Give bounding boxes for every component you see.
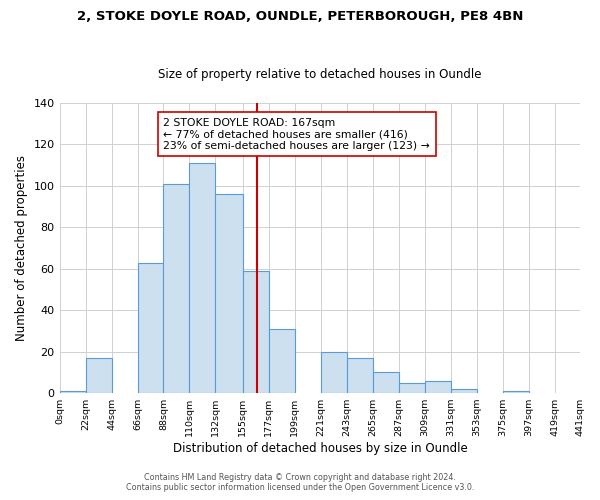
Bar [503, 391, 529, 393]
Title: Size of property relative to detached houses in Oundle: Size of property relative to detached ho… [158, 68, 482, 81]
Bar [163, 184, 190, 393]
Bar [269, 329, 295, 393]
X-axis label: Distribution of detached houses by size in Oundle: Distribution of detached houses by size … [173, 442, 467, 455]
Text: Contains HM Land Registry data © Crown copyright and database right 2024.
Contai: Contains HM Land Registry data © Crown c… [126, 473, 474, 492]
Bar [86, 358, 112, 393]
Bar [137, 262, 163, 393]
Bar [320, 352, 347, 393]
Bar [215, 194, 242, 393]
Bar [242, 271, 269, 393]
Bar [451, 389, 476, 393]
Y-axis label: Number of detached properties: Number of detached properties [15, 155, 28, 341]
Bar [190, 163, 215, 393]
Text: 2 STOKE DOYLE ROAD: 167sqm
← 77% of detached houses are smaller (416)
23% of sem: 2 STOKE DOYLE ROAD: 167sqm ← 77% of deta… [163, 118, 430, 150]
Bar [373, 372, 398, 393]
Bar [59, 391, 86, 393]
Bar [398, 382, 425, 393]
Text: 2, STOKE DOYLE ROAD, OUNDLE, PETERBOROUGH, PE8 4BN: 2, STOKE DOYLE ROAD, OUNDLE, PETERBOROUG… [77, 10, 523, 23]
Bar [347, 358, 373, 393]
Bar [425, 380, 451, 393]
